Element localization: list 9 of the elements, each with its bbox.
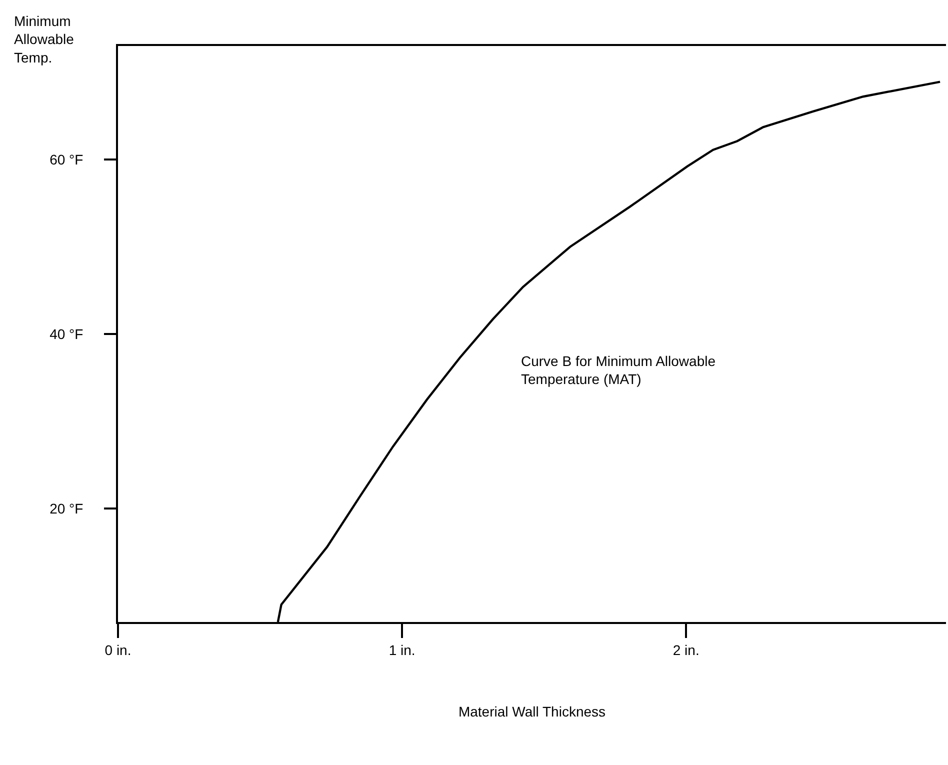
y-tick-label: 40 °F: [50, 326, 84, 342]
y-tick-label: 20 °F: [50, 500, 84, 516]
annotation: Curve B for Minimum Allowable Temperature (MAT): [521, 353, 716, 388]
x-tick-label: 2 in.: [672, 642, 700, 658]
x-tick-label: 0 in.: [104, 642, 132, 658]
y-tick-label: 60 °F: [50, 151, 84, 168]
y-axis-title: Minimum Allowable Temp.: [14, 13, 74, 66]
x-axis-title: Material Wall Thickness: [458, 704, 606, 720]
x-tick-label: 1 in.: [388, 642, 416, 658]
